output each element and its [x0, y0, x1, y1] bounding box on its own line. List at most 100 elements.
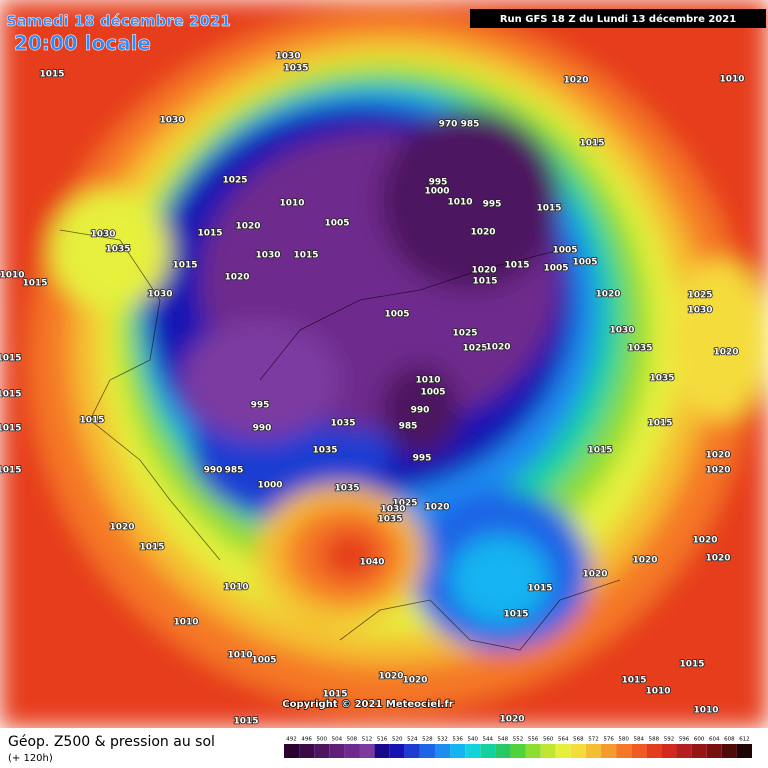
pressure-label: 1025 — [392, 499, 417, 509]
legend-level: 496 — [301, 737, 312, 743]
pressure-label: 1015 — [22, 279, 47, 289]
pressure-label: 1020 — [595, 290, 620, 300]
legend-swatch — [389, 744, 405, 758]
pressure-label: 1015 — [172, 261, 197, 271]
pressure-label: 985 — [399, 422, 418, 432]
legend-swatch — [374, 744, 390, 758]
pressure-label: 1005 — [543, 264, 568, 274]
pressure-label: 1020 — [582, 570, 607, 580]
pressure-label: 1010 — [227, 651, 252, 661]
copyright: Copyright © 2021 Meteociel.fr — [282, 699, 453, 710]
legend-swatch — [329, 744, 345, 758]
lead-time: (+ 120h) — [8, 753, 53, 764]
pressure-label: 1015 — [293, 251, 318, 261]
legend-level: 564 — [558, 737, 569, 743]
legend-swatch — [419, 744, 435, 758]
legend-level: 504 — [332, 737, 343, 743]
legend-swatch — [284, 744, 300, 758]
pressure-label: 1040 — [359, 558, 384, 568]
footer-title: Géop. Z500 & pression au sol — [8, 734, 215, 750]
pressure-label: 1015 — [0, 424, 22, 434]
legend-swatch — [344, 744, 360, 758]
pressure-label: 1015 — [0, 390, 22, 400]
legend-level: 524 — [407, 737, 418, 743]
legend-level: 540 — [467, 737, 478, 743]
pressure-label: 1030 — [687, 306, 712, 316]
z500-field — [0, 0, 768, 728]
run-info: Run GFS 18 Z du Lundi 13 décembre 2021 — [500, 13, 736, 25]
pressure-label: 995 — [413, 454, 432, 464]
pressure-label: 1010 — [719, 75, 744, 85]
pressure-label: 1015 — [233, 717, 258, 727]
pressure-label: 1035 — [377, 515, 402, 525]
pressure-label: 995 — [429, 178, 448, 188]
legend-level: 600 — [694, 737, 705, 743]
legend-level: 560 — [543, 737, 554, 743]
legend-level: 588 — [649, 737, 660, 743]
pressure-label: 1000 — [424, 187, 449, 197]
pressure-label: 1010 — [645, 687, 670, 697]
pressure-label: 1035 — [312, 446, 337, 456]
legend-level: 612 — [739, 737, 750, 743]
pressure-label: 1015 — [587, 446, 612, 456]
pressure-label: 1005 — [420, 388, 445, 398]
pressure-label: 1010 — [0, 271, 25, 281]
pressure-label: 1020 — [470, 228, 495, 238]
pressure-label: 1035 — [330, 419, 355, 429]
legend-swatch — [736, 744, 752, 758]
pressure-label: 1015 — [504, 261, 529, 271]
pressure-label: 1035 — [627, 344, 652, 354]
pressure-label: 1020 — [424, 503, 449, 513]
pressure-label: 1035 — [283, 64, 308, 74]
pressure-label: 1020 — [402, 676, 427, 686]
pressure-label: 1030 — [90, 230, 115, 240]
pressure-label: 1010 — [447, 198, 472, 208]
pressure-label: 1005 — [251, 656, 276, 666]
legend-swatch — [555, 744, 571, 758]
pressure-label: 1020 — [705, 466, 730, 476]
legend-level: 500 — [316, 737, 327, 743]
pressure-label: 995 — [251, 401, 270, 411]
legend-swatch — [480, 744, 496, 758]
legend-swatch — [540, 744, 556, 758]
pressure-label: 1010 — [279, 199, 304, 209]
pressure-label: 1010 — [693, 706, 718, 716]
legend-swatch — [631, 744, 647, 758]
pressure-label: 1020 — [705, 451, 730, 461]
legend-level: 512 — [362, 737, 373, 743]
pressure-label: 1015 — [679, 660, 704, 670]
legend-swatch — [570, 744, 586, 758]
legend-swatch — [661, 744, 677, 758]
pressure-label: 995 — [483, 200, 502, 210]
pressure-label: 1015 — [527, 584, 552, 594]
pressure-label: 1005 — [572, 258, 597, 268]
pressure-label: 1005 — [384, 310, 409, 320]
pressure-label: 985 — [461, 120, 480, 130]
pressure-label: 1025 — [222, 176, 247, 186]
legend-level: 580 — [618, 737, 629, 743]
date: Samedi 18 décembre 2021 — [6, 12, 231, 30]
legend-level: 596 — [679, 737, 690, 743]
pressure-label: 1020 — [109, 523, 134, 533]
pressure-label: 990 — [411, 406, 430, 416]
pressure-label: 1025 — [462, 344, 487, 354]
legend-level: 528 — [422, 737, 433, 743]
pressure-label: 1030 — [380, 505, 405, 515]
pressure-label: 1015 — [139, 543, 164, 553]
pressure-label: 1035 — [105, 245, 130, 255]
legend-level: 576 — [603, 737, 614, 743]
legend-swatch — [299, 744, 315, 758]
pressure-label: 990 — [253, 424, 272, 434]
pressure-label: 1005 — [324, 219, 349, 229]
pressure-label: 1025 — [452, 329, 477, 339]
legend-swatch — [601, 744, 617, 758]
pressure-label: 1020 — [563, 76, 588, 86]
legend-swatch — [706, 744, 722, 758]
legend-level: 492 — [286, 737, 297, 743]
legend-level: 516 — [377, 737, 388, 743]
legend-level: 592 — [664, 737, 675, 743]
legend-level: 604 — [709, 737, 720, 743]
legend-swatch — [646, 744, 662, 758]
legend-level: 552 — [513, 737, 524, 743]
